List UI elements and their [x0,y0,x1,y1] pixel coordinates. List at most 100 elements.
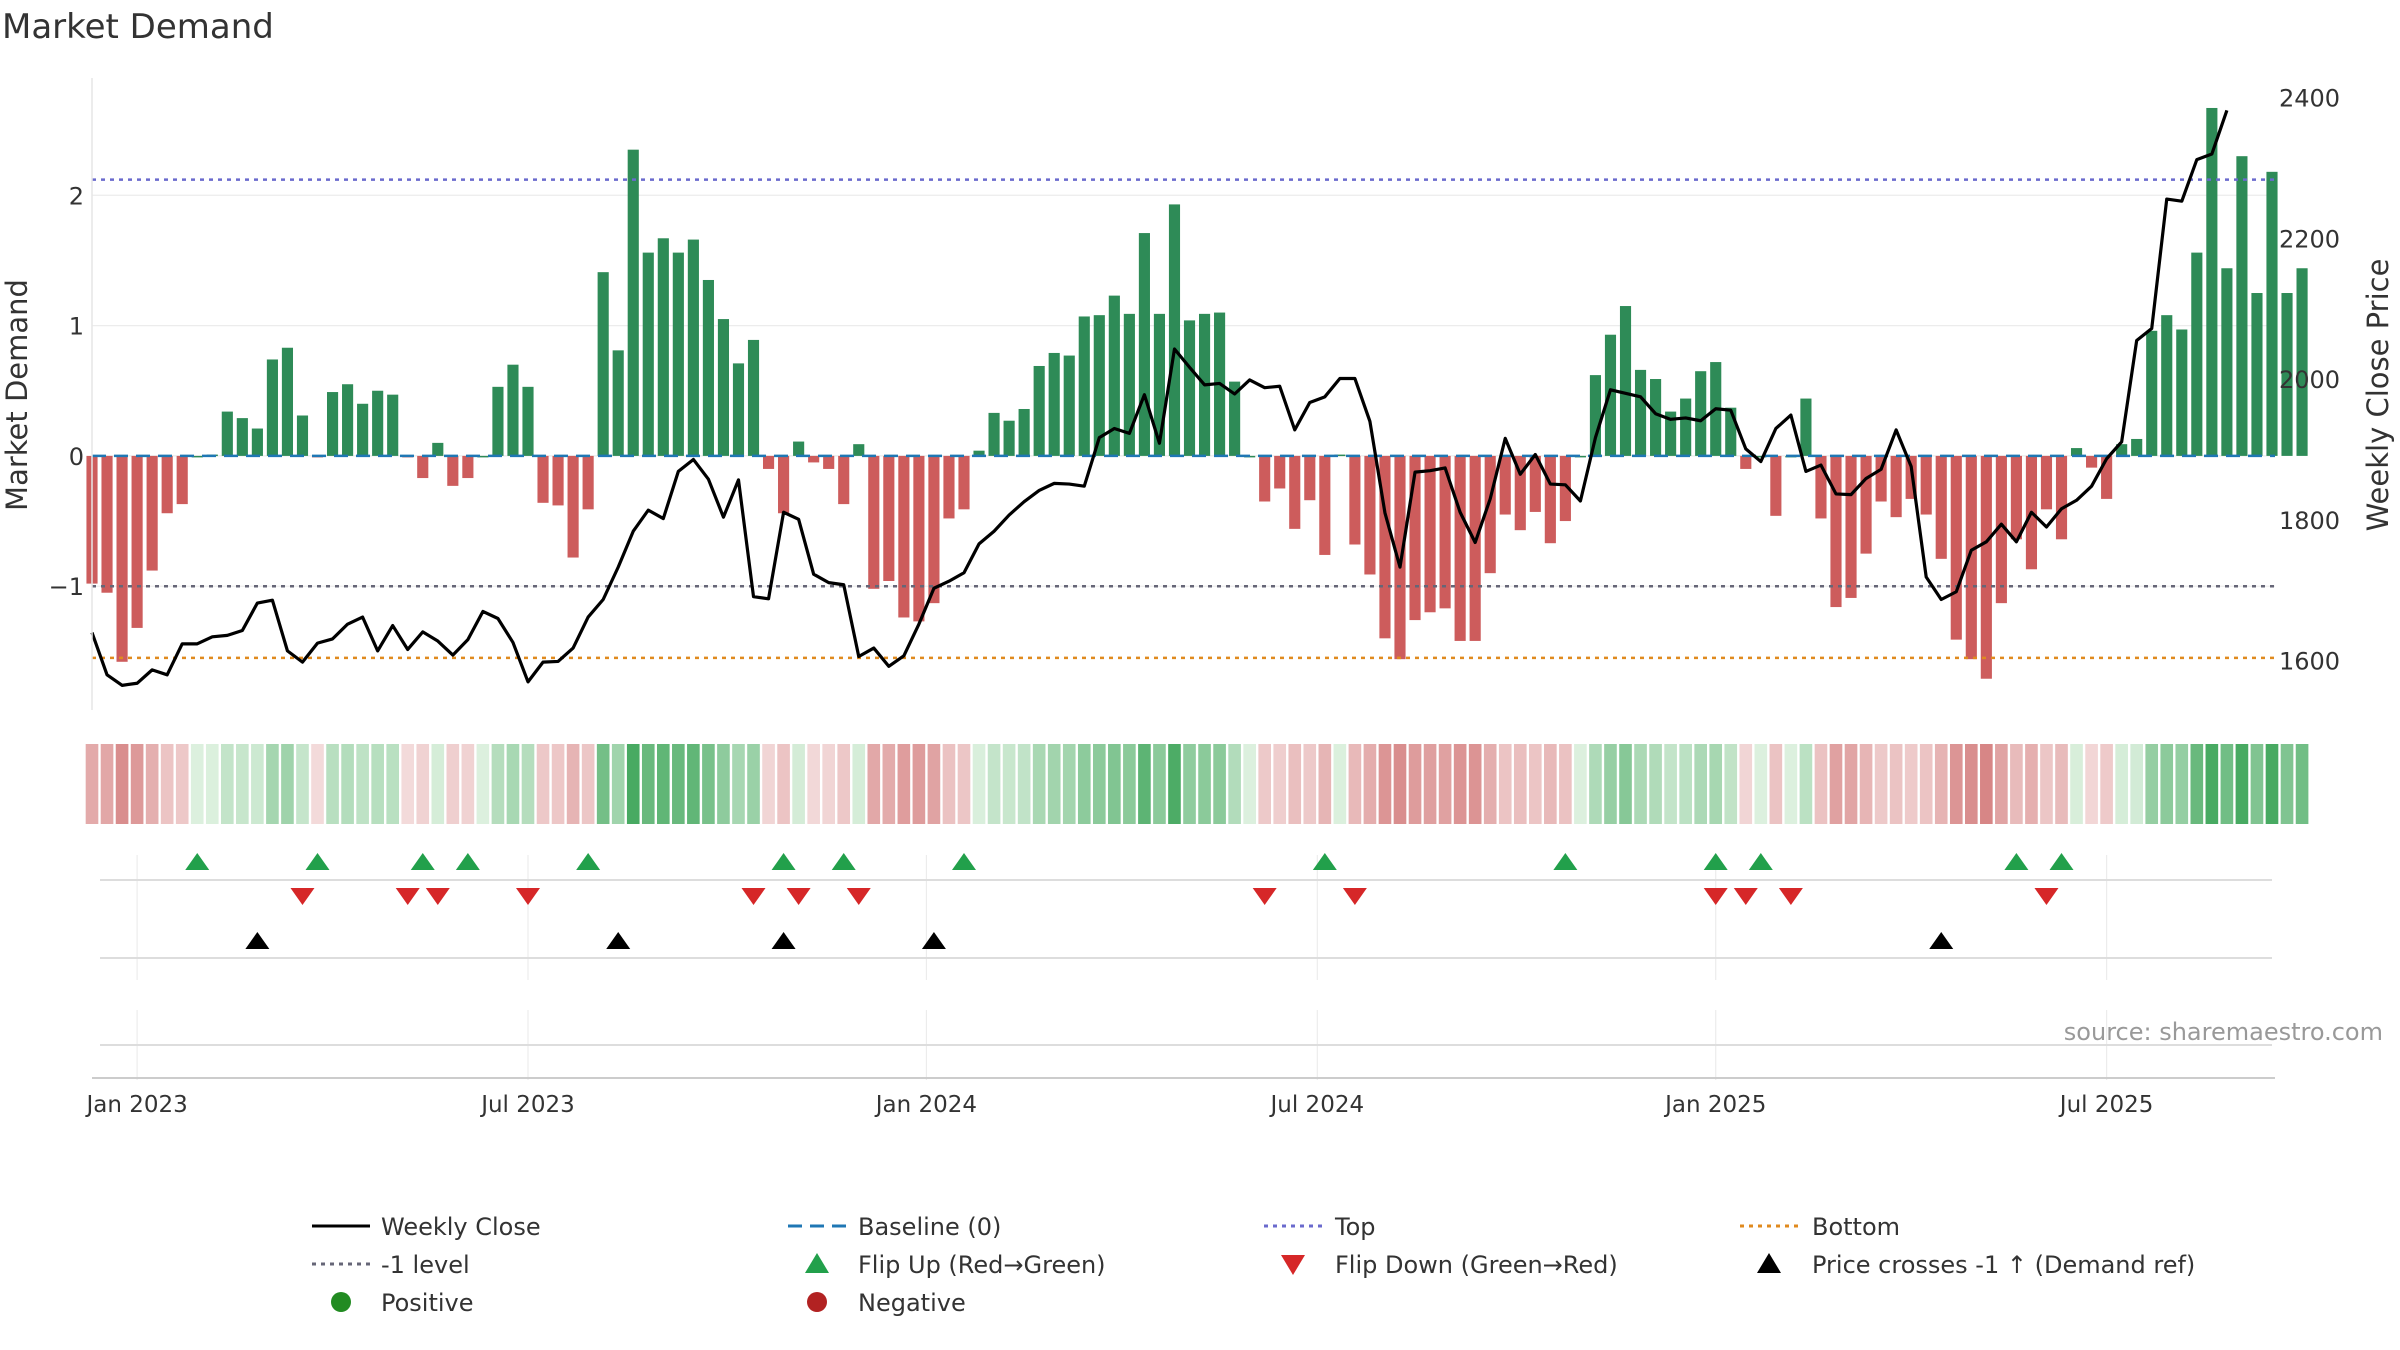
heat-cell [1423,744,1437,824]
axes: 2 1 0 −1 2400 2200 2000 1800 1600 Jan 2023 Jul 202… [49,78,2340,1118]
heat-cell [2175,744,2189,824]
demand-bar [1980,455,1992,679]
demand-bar [2101,455,2113,499]
heat-cell [1754,744,1768,824]
demand-bar [1364,455,1376,575]
demand-bar [582,455,594,510]
demand-bar [778,455,790,514]
heat-cell [1258,744,1271,824]
heat-cell [2160,744,2174,824]
source-label: source: sharemaestro.com [2064,1018,2383,1046]
heat-cell [1363,744,1377,824]
flip-up-marker [831,853,856,870]
heat-cell [1062,744,1076,824]
heat-cell [1017,744,1031,824]
heat-cell [356,744,369,824]
demand-bar [1695,371,1707,456]
demand-bar [477,455,489,458]
demand-bar [1650,379,1662,456]
demand-bar [2161,315,2173,456]
heat-cell [115,744,129,824]
demand-bar [732,363,745,456]
demand-bar [913,455,925,622]
weekly-close-polyline [90,109,2229,687]
demand-bar [898,455,910,618]
demand-bar [943,455,955,519]
demand-bar [2086,455,2098,468]
legend-positive-dot-icon [331,1292,351,1312]
left-axis-label: Market Demand [0,279,34,511]
legend-bottom-label: Bottom [1812,1213,1900,1241]
heat-cell [1168,744,1181,824]
heat-cell [1784,744,1798,824]
heat-cell [1032,744,1046,824]
demand-bar [1078,316,1090,456]
flip-up-marker [951,853,976,870]
heat-cell [1468,744,1482,824]
demand-bar [2206,107,2218,456]
price-cross-marker [771,932,796,949]
legend-flip-up-label: Flip Up (Red→Green) [858,1251,1106,1279]
demand-bar [1018,408,1030,456]
heat-cell [882,744,896,824]
demand-bar [567,455,579,558]
heat-cell [1153,744,1166,824]
demand-bar [1439,455,1451,609]
legend-price-cross-label: Price crosses -1 ↑ (Demand ref) [1812,1251,2195,1279]
demand-bar [462,455,474,479]
flip-up-marker [1703,853,1728,870]
demand-bar [1875,455,1887,502]
flip-up-marker [576,853,601,870]
heat-cell [2025,744,2038,824]
left-tick-label: 1 [69,313,84,341]
heat-cell [1649,744,1662,824]
demand-bar [1574,455,1586,458]
demand-bar [672,252,684,456]
demand-bar [116,455,128,662]
heat-cell [987,744,1001,824]
heat-cell [461,744,475,824]
flip-down-marker [395,888,420,905]
heat-cell [1198,744,1211,824]
heat-cell [1077,744,1091,824]
heat-cell [702,744,715,824]
heat-cell [867,744,881,824]
demand-bar [1830,455,1842,608]
demand-bar [357,403,369,456]
demand-bar [2191,252,2203,456]
flip-down-marker [1252,888,1277,905]
heat-cell [1183,744,1196,824]
demand-bar [642,252,654,456]
demand-bar [1063,355,1075,456]
heat-cell [2145,744,2159,824]
heat-cell [1814,744,1828,824]
heat-cell [341,744,354,824]
demand-bar [958,455,970,510]
heat-cell [807,744,820,824]
flip-down-marker [846,888,871,905]
flip-up-marker [455,853,480,870]
demand-bar [492,386,504,456]
heat-cell [1844,744,1858,824]
heat-cell [611,744,625,824]
demand-bar [1965,455,1977,660]
demand-bar [2296,268,2308,456]
heat-cell [897,744,911,824]
x-tick-label: Jul 2023 [479,1092,575,1118]
demand-bar [1048,352,1060,456]
demand-bar [1544,455,1556,544]
legend-minus1-label: -1 level [381,1251,470,1279]
demand-bar [2236,156,2248,456]
price-cross-marker [245,932,270,949]
demand-bar [1740,455,1752,469]
demand-bar [2116,444,2128,456]
heat-cell [1995,744,2008,824]
demand-bar [717,319,730,456]
heat-cell [491,744,505,824]
demand-bar [131,455,143,628]
demand-bar [522,386,534,456]
price-cross-marker [1929,932,1954,949]
flip-down-marker [1733,888,1758,905]
heat-cell [175,744,189,824]
flip-up-marker [1748,853,1773,870]
